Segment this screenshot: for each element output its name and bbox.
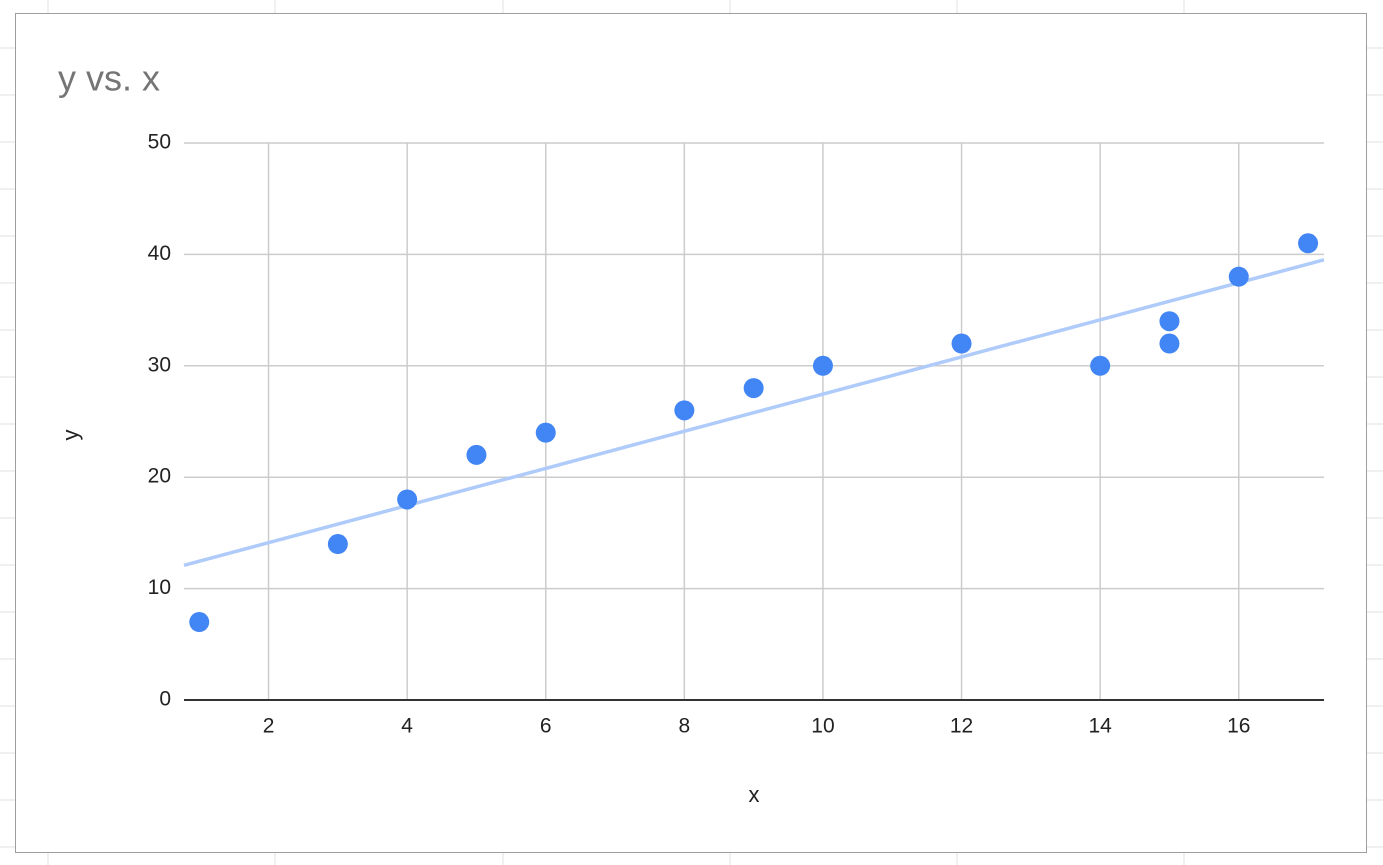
trendline bbox=[183, 258, 1325, 568]
point bbox=[397, 489, 418, 510]
point bbox=[1090, 355, 1111, 376]
point bbox=[674, 400, 695, 421]
x-tick-label: 16 bbox=[1227, 715, 1250, 738]
chart-frame bbox=[15, 13, 1367, 853]
x-tick-label: 8 bbox=[679, 715, 691, 738]
point bbox=[1159, 311, 1180, 332]
point bbox=[1159, 333, 1180, 354]
y-tick-label: 10 bbox=[148, 576, 171, 599]
y-tick-label: 0 bbox=[159, 688, 171, 711]
y-axis-title: y bbox=[58, 430, 83, 441]
x-tick-label: 12 bbox=[950, 715, 973, 738]
point bbox=[189, 612, 210, 633]
x-axis-title: x bbox=[749, 782, 760, 807]
point bbox=[466, 444, 487, 465]
y-tick-label: 20 bbox=[148, 465, 171, 488]
x-tick-label: 2 bbox=[263, 715, 275, 738]
point bbox=[535, 422, 556, 443]
x-tick-label: 14 bbox=[1088, 715, 1112, 738]
point bbox=[743, 378, 764, 399]
y-tick-label: 30 bbox=[148, 353, 171, 376]
point bbox=[951, 333, 972, 354]
point bbox=[1228, 266, 1249, 287]
point bbox=[327, 534, 348, 555]
y-tick-label: 40 bbox=[148, 242, 171, 265]
x-tick-label: 6 bbox=[540, 715, 552, 738]
chart-title: y vs. x bbox=[58, 58, 160, 99]
point bbox=[812, 355, 833, 376]
x-tick-label: 4 bbox=[401, 715, 413, 738]
x-tick-label: 10 bbox=[811, 715, 834, 738]
point bbox=[1298, 233, 1319, 254]
y-tick-label: 50 bbox=[148, 131, 171, 154]
